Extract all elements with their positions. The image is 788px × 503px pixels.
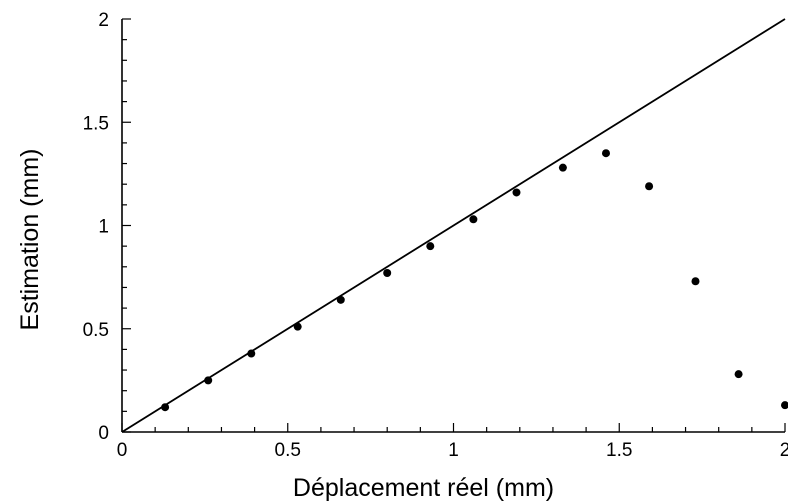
x-tick-label: 2 [780,440,788,461]
data-point [426,242,435,251]
data-point [161,403,170,412]
data-point [247,349,256,358]
x-tick-label: 0.5 [275,440,301,461]
ticks: 0 0.5 1 1.5 2 0 0.5 1 1.5 2 [83,10,788,461]
x-tick-label: 1 [448,440,459,461]
data-point [558,163,567,172]
data-point [691,277,700,286]
x-tick-label: 0 [117,440,128,461]
data-point [469,215,478,224]
y-tick-label: 1 [98,217,109,238]
x-tick-label: 1.5 [606,440,632,461]
y-axis-title: Estimation (mm) [16,149,44,331]
data-point [781,401,788,410]
data-point [734,370,743,379]
y-tick-label: 2 [98,10,109,31]
identity-reference-line [121,18,786,433]
data-point [383,268,392,277]
x-axis-title: Déplacement réel (mm) [293,474,554,502]
y-tick-label: 0.5 [83,320,109,341]
data-point [204,376,213,385]
data-point [336,295,345,304]
y-tick-label: 0 [98,423,109,444]
data-point [601,149,610,158]
data-point [645,182,654,191]
y-tick-label: 1.5 [83,113,109,134]
data-point [293,322,302,331]
data-points [161,149,788,412]
data-point [512,188,521,197]
